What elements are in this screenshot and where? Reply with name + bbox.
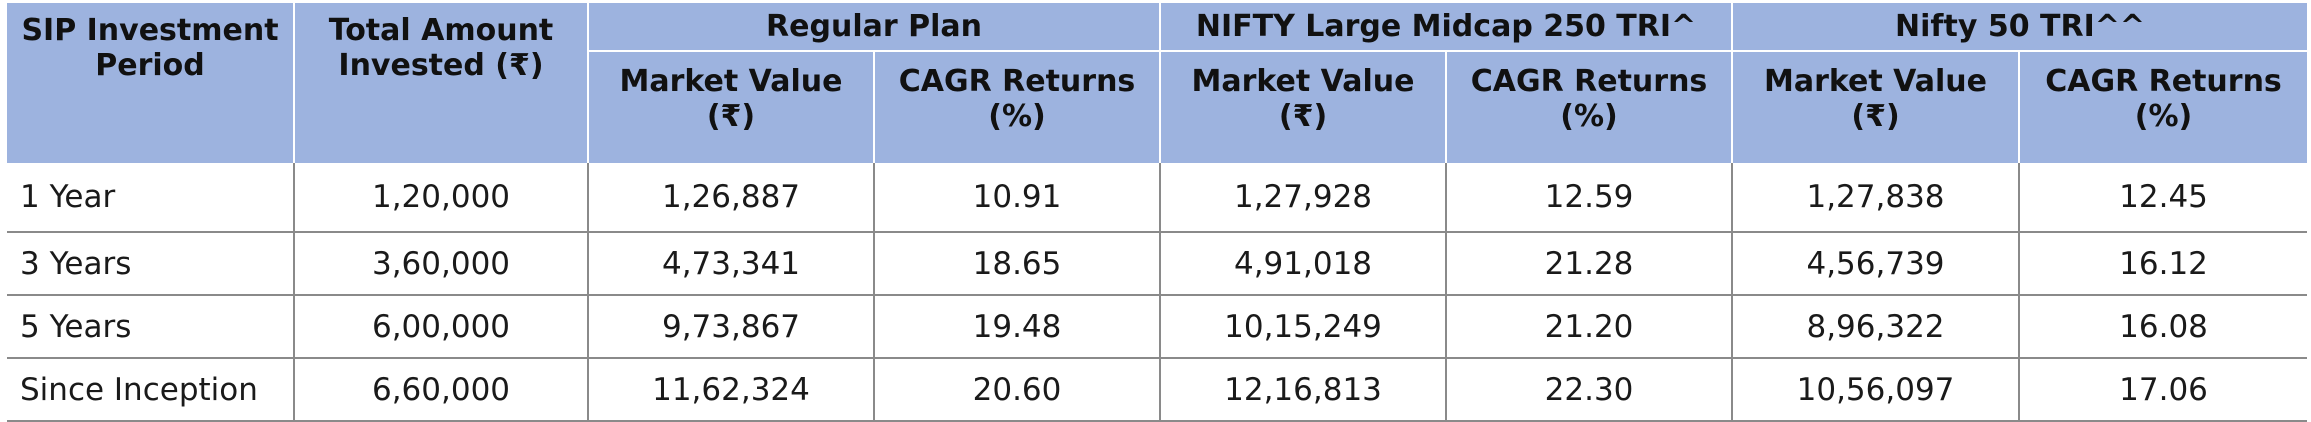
cell-midcap-market-value: 4,91,018 bbox=[1159, 231, 1448, 296]
header-row-groups: SIP Investment Period Total Amount Inves… bbox=[7, 3, 2308, 163]
cell-invested: 1,20,000 bbox=[293, 163, 589, 233]
cell-midcap-cagr: 22.30 bbox=[1445, 357, 1734, 422]
cell-nifty50-market-value: 8,96,322 bbox=[1731, 294, 2021, 359]
cell-nifty50-market-value: 4,56,739 bbox=[1731, 231, 2021, 296]
header-group-nifty-large-midcap: NIFTY Large Midcap 250 TRI^ bbox=[1159, 3, 1734, 52]
cell-midcap-market-value: 1,27,928 bbox=[1159, 163, 1448, 233]
cell-midcap-market-value: 10,15,249 bbox=[1159, 294, 1448, 359]
cell-regular-market-value: 9,73,867 bbox=[587, 294, 875, 359]
header-market-value: Market Value (₹) bbox=[588, 51, 875, 163]
cell-regular-market-value: 11,62,324 bbox=[587, 357, 875, 422]
cell-nifty50-cagr: 16.08 bbox=[2018, 294, 2308, 359]
cell-regular-market-value: 1,26,887 bbox=[587, 163, 875, 233]
cell-regular-cagr: 19.48 bbox=[872, 294, 1162, 359]
cell-invested: 6,60,000 bbox=[293, 357, 589, 422]
table-row: 3 Years 3,60,000 4,73,341 18.65 4,91,018… bbox=[7, 231, 2308, 296]
cell-regular-market-value: 4,73,341 bbox=[587, 231, 875, 296]
header-cagr-returns: CAGR Returns (%) bbox=[2018, 51, 2308, 163]
header-period: SIP Investment Period bbox=[7, 3, 295, 163]
header-cagr-returns: CAGR Returns (%) bbox=[872, 51, 1162, 163]
table-row: 1 Year 1,20,000 1,26,887 10.91 1,27,928 … bbox=[7, 163, 2308, 233]
cell-nifty50-market-value: 1,27,838 bbox=[1731, 163, 2021, 233]
header-group-nifty-50: Nifty 50 TRI^^ bbox=[1731, 3, 2308, 52]
cell-midcap-market-value: 12,16,813 bbox=[1159, 357, 1448, 422]
cell-nifty50-cagr: 16.12 bbox=[2018, 231, 2308, 296]
header-group-regular-plan: Regular Plan bbox=[586, 3, 1162, 52]
cell-period: Since Inception bbox=[7, 357, 295, 422]
cell-period: 5 Years bbox=[7, 294, 295, 359]
cell-period: 1 Year bbox=[7, 163, 295, 233]
cell-regular-cagr: 10.91 bbox=[872, 163, 1162, 233]
cell-nifty50-cagr: 12.45 bbox=[2018, 163, 2308, 233]
table-row: 5 Years 6,00,000 9,73,867 19.48 10,15,24… bbox=[7, 294, 2308, 359]
cell-midcap-cagr: 21.28 bbox=[1445, 231, 1734, 296]
cell-invested: 6,00,000 bbox=[293, 294, 589, 359]
cell-invested: 3,60,000 bbox=[293, 231, 589, 296]
table-row: Since Inception 6,60,000 11,62,324 20.60… bbox=[7, 357, 2308, 422]
header-cagr-returns: CAGR Returns (%) bbox=[1445, 51, 1734, 163]
sip-returns-table: SIP Investment Period Total Amount Inves… bbox=[7, 3, 2308, 422]
cell-regular-cagr: 18.65 bbox=[872, 231, 1162, 296]
cell-nifty50-market-value: 10,56,097 bbox=[1731, 357, 2021, 422]
cell-nifty50-cagr: 17.06 bbox=[2018, 357, 2308, 422]
header-market-value: Market Value (₹) bbox=[1731, 51, 2021, 163]
cell-period: 3 Years bbox=[7, 231, 295, 296]
header-market-value: Market Value (₹) bbox=[1159, 51, 1448, 163]
cell-regular-cagr: 20.60 bbox=[872, 357, 1162, 422]
cell-midcap-cagr: 21.20 bbox=[1445, 294, 1734, 359]
cell-midcap-cagr: 12.59 bbox=[1445, 163, 1734, 233]
header-row-subcolumns: Market Value (₹) CAGR Returns (%) Market… bbox=[7, 51, 2308, 163]
header-total-invested: Total Amount Invested (₹) bbox=[293, 3, 589, 163]
